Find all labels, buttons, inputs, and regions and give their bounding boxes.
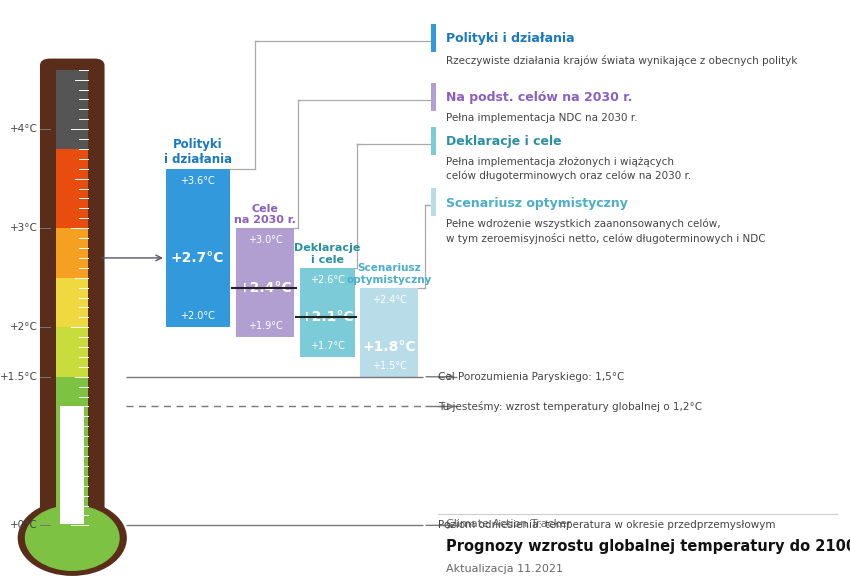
Text: +1.5°C: +1.5°C xyxy=(371,361,407,371)
Bar xyxy=(56,149,88,228)
Text: +2°C: +2°C xyxy=(9,322,37,332)
Text: +3.0°C: +3.0°C xyxy=(248,235,282,245)
Text: +1.8°C: +1.8°C xyxy=(362,340,416,354)
Text: +2.1°C: +2.1°C xyxy=(301,311,354,325)
Bar xyxy=(300,268,355,357)
Text: +2.4°C: +2.4°C xyxy=(238,281,292,295)
Bar xyxy=(56,377,88,525)
Bar xyxy=(56,278,88,328)
Text: Scenariusz optymistyczny: Scenariusz optymistyczny xyxy=(446,197,628,210)
Text: +2.4°C: +2.4°C xyxy=(371,295,407,305)
Bar xyxy=(236,228,294,337)
Text: Polityki
i działania: Polityki i działania xyxy=(163,138,232,166)
Text: Pełne wdrożenie wszystkich zaanonsowanych celów,
w tym zeroemisyjności netto, ce: Pełne wdrożenie wszystkich zaanonsowanyc… xyxy=(446,219,766,244)
Text: Cel Porozumienia Paryskiego: 1,5°C: Cel Porozumienia Paryskiego: 1,5°C xyxy=(438,372,624,382)
Bar xyxy=(431,24,436,52)
Bar xyxy=(360,288,418,377)
Text: +3°C: +3°C xyxy=(9,223,37,233)
Bar xyxy=(60,406,84,524)
Text: +0°C: +0°C xyxy=(9,520,37,531)
Text: Aktualizacja 11.2021: Aktualizacja 11.2021 xyxy=(446,564,564,573)
Text: Poziom odniesienia: temperatura w okresie przedprzemysłowym: Poziom odniesienia: temperatura w okresi… xyxy=(438,520,775,531)
Text: Pełna implementacja NDC na 2030 r.: Pełna implementacja NDC na 2030 r. xyxy=(446,113,638,123)
FancyBboxPatch shape xyxy=(40,59,105,537)
Text: Scenariusz
optymistyczny: Scenariusz optymistyczny xyxy=(347,263,432,285)
Text: +4°C: +4°C xyxy=(9,124,37,134)
Bar xyxy=(56,328,88,377)
Circle shape xyxy=(19,501,126,575)
Text: +1.5°C: +1.5°C xyxy=(0,372,37,382)
Bar xyxy=(56,228,88,278)
Text: Prognozy wzrostu globalnej temperatury do 2100 r.: Prognozy wzrostu globalnej temperatury d… xyxy=(446,539,850,554)
Bar xyxy=(431,188,436,217)
Text: +2.6°C: +2.6°C xyxy=(310,275,345,285)
Text: +1.7°C: +1.7°C xyxy=(310,341,345,351)
Text: Polityki i działania: Polityki i działania xyxy=(446,32,575,45)
Text: Na podst. celów na 2030 r.: Na podst. celów na 2030 r. xyxy=(446,91,632,104)
Text: +2.7°C: +2.7°C xyxy=(171,251,224,265)
Bar xyxy=(166,169,230,328)
Text: +1.9°C: +1.9°C xyxy=(248,321,282,331)
Text: Cele
na 2030 r.: Cele na 2030 r. xyxy=(235,204,296,225)
Bar xyxy=(431,127,436,155)
Text: Pełna implementacja złożonych i wiążących
celów długoterminowych oraz celów na 2: Pełna implementacja złożonych i wiążącyc… xyxy=(446,157,692,181)
Text: Deklaracje
i cele: Deklaracje i cele xyxy=(294,243,361,265)
Bar xyxy=(431,83,436,111)
Bar xyxy=(56,70,88,149)
Text: +3.6°C: +3.6°C xyxy=(180,176,215,186)
Text: Deklaracje i cele: Deklaracje i cele xyxy=(446,135,562,148)
Text: Climate Action Tracker: Climate Action Tracker xyxy=(446,519,571,529)
Text: Tu jesteśmy: wzrost temperatury globalnej o 1,2°C: Tu jesteśmy: wzrost temperatury globalne… xyxy=(438,401,702,412)
Text: Rzeczywiste działania krajów świata wynikające z obecnych polityk: Rzeczywiste działania krajów świata wyni… xyxy=(446,55,797,66)
Text: +2.0°C: +2.0°C xyxy=(180,311,215,322)
Circle shape xyxy=(26,506,119,571)
